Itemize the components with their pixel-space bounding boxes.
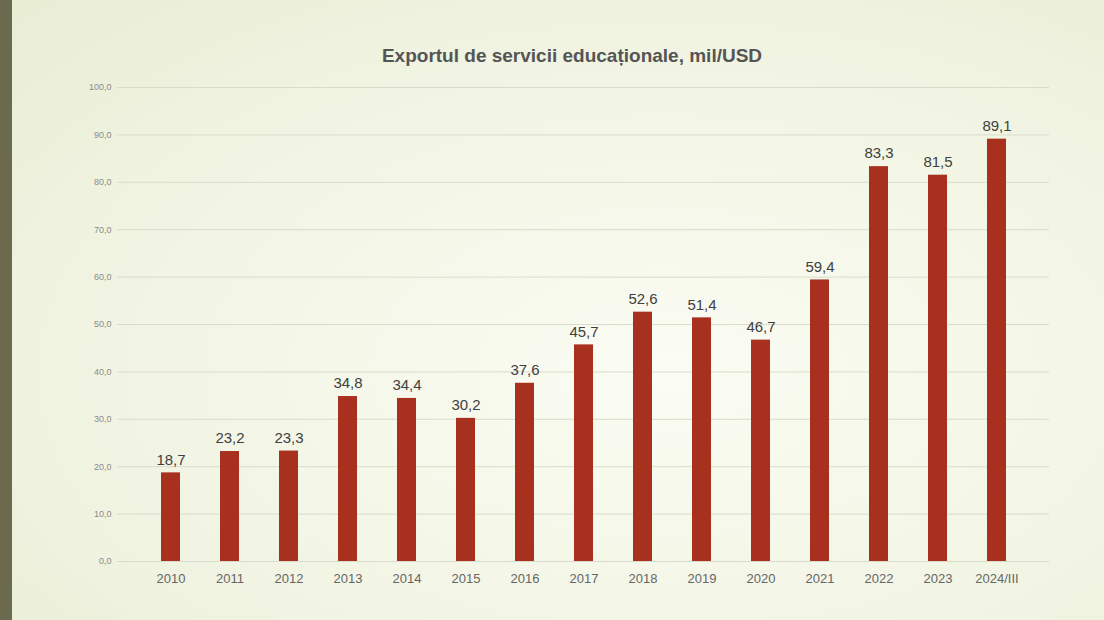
svg-text:50,0: 50,0: [94, 319, 112, 329]
svg-text:2013: 2013: [334, 571, 363, 586]
svg-text:2022: 2022: [865, 571, 894, 586]
svg-text:2015: 2015: [452, 571, 481, 586]
svg-text:81,5: 81,5: [923, 153, 952, 170]
svg-text:2011: 2011: [216, 571, 244, 586]
svg-text:2012: 2012: [275, 571, 304, 586]
svg-text:51,4: 51,4: [687, 296, 716, 313]
svg-text:2019: 2019: [688, 571, 717, 586]
svg-text:2014: 2014: [393, 571, 422, 586]
svg-text:2010: 2010: [157, 571, 186, 586]
svg-text:2024/III: 2024/III: [975, 571, 1018, 586]
svg-text:30,2: 30,2: [451, 396, 480, 413]
svg-text:0,0: 0,0: [99, 556, 112, 566]
svg-text:2018: 2018: [629, 571, 658, 586]
svg-text:10,0: 10,0: [94, 509, 112, 519]
svg-text:34,8: 34,8: [333, 374, 362, 391]
html-text:Exportul de servicii educațion: Exportul de servicii educaționale, mil/U…: [381, 45, 763, 66]
svg-text:70,0: 70,0: [94, 225, 112, 235]
svg-text:60,0: 60,0: [94, 272, 112, 282]
svg-text:23,2: 23,2: [215, 429, 244, 446]
svg-text:20,0: 20,0: [94, 462, 112, 472]
svg-text:2020: 2020: [747, 571, 776, 586]
svg-text:2017: 2017: [570, 571, 599, 586]
svg-text:90,0: 90,0: [94, 130, 112, 140]
svg-text:2023: 2023: [924, 571, 953, 586]
svg-text:30,0: 30,0: [94, 414, 112, 424]
svg-text:2016: 2016: [511, 571, 540, 586]
svg-text:80,0: 80,0: [94, 177, 112, 187]
svg-text:37,6: 37,6: [510, 361, 539, 378]
svg-text:2021: 2021: [806, 571, 835, 586]
svg-text:83,3: 83,3: [864, 144, 893, 161]
svg-text:52,6: 52,6: [628, 290, 657, 307]
svg-text:59,4: 59,4: [805, 258, 834, 275]
svg-text:40,0: 40,0: [94, 367, 112, 377]
svg-text:89,1: 89,1: [982, 117, 1011, 134]
svg-text:23,3: 23,3: [274, 429, 303, 446]
svg-text:100,0: 100,0: [89, 82, 112, 92]
svg-text:18,7: 18,7: [156, 451, 185, 468]
svg-text:45,7: 45,7: [569, 323, 598, 340]
svg-text:34,4: 34,4: [392, 376, 421, 393]
svg-text:46,7: 46,7: [746, 318, 775, 335]
